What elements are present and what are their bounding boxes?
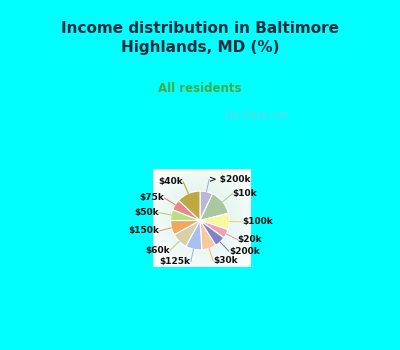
- Text: $20k: $20k: [238, 235, 262, 244]
- Text: Income distribution in Baltimore
Highlands, MD (%): Income distribution in Baltimore Highlan…: [61, 21, 339, 55]
- Text: $100k: $100k: [242, 217, 273, 226]
- Text: $40k: $40k: [158, 177, 183, 186]
- Text: $60k: $60k: [146, 246, 170, 255]
- Wedge shape: [173, 200, 200, 220]
- Text: City-Data.com: City-Data.com: [224, 111, 288, 120]
- Wedge shape: [200, 213, 229, 230]
- Text: $125k: $125k: [160, 257, 191, 266]
- Wedge shape: [178, 191, 200, 220]
- Text: $50k: $50k: [134, 208, 159, 217]
- Wedge shape: [174, 220, 200, 246]
- Wedge shape: [170, 220, 200, 234]
- Wedge shape: [186, 220, 202, 250]
- Wedge shape: [200, 191, 212, 220]
- Text: All residents: All residents: [158, 82, 242, 95]
- Text: $30k: $30k: [213, 256, 238, 265]
- Wedge shape: [200, 194, 228, 220]
- Text: $200k: $200k: [229, 247, 260, 256]
- Wedge shape: [200, 220, 228, 238]
- Text: > $200k: > $200k: [209, 175, 251, 184]
- Wedge shape: [170, 210, 200, 221]
- Wedge shape: [200, 220, 216, 250]
- Text: $150k: $150k: [128, 226, 159, 236]
- Text: $10k: $10k: [232, 189, 257, 198]
- Text: $75k: $75k: [140, 194, 164, 202]
- Wedge shape: [200, 220, 224, 245]
